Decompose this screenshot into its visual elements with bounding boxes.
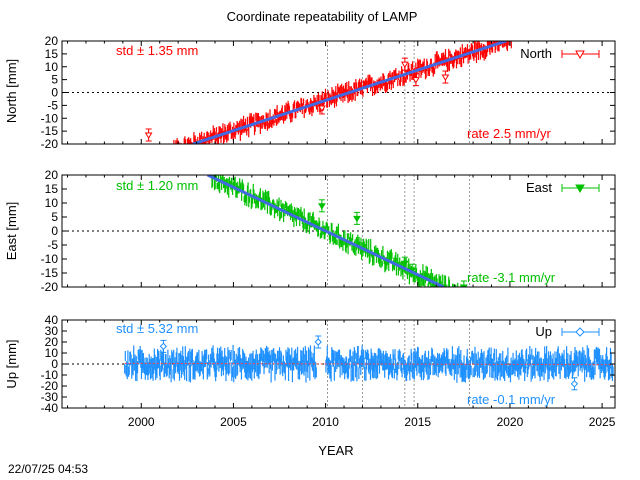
north-outlier-marker [318,105,326,112]
north-y-tick-label: -10 [41,111,59,125]
timestamp: 22/07/25 04:53 [8,462,88,476]
up-y-axis-label: Up [mm] [4,339,19,388]
east-legend-marker [561,184,600,194]
up-std-label: std ± 5.32 mm [116,321,198,336]
north-legend-marker [561,50,600,60]
east-plot-content [62,174,615,288]
north-outlier-marker [144,132,153,139]
up-y-tick-label: 40 [45,313,59,327]
east-y-tick-label: 20 [45,168,59,182]
up-x-tick-label: 2010 [312,415,339,429]
north-fit-line [192,41,507,144]
north-outlier-marker [400,61,409,69]
north-y-tick-label: -5 [47,98,58,112]
north-outlier-marker [412,77,420,84]
east-y-tick-label: 10 [45,196,59,210]
east-y-tick-label: -10 [41,252,59,266]
up-y-tick-label: -10 [41,368,59,382]
east-rate-label: rate -3.1 mm/yr [467,270,556,285]
up-y-tick-label: 20 [45,335,59,349]
east-fit-line [206,175,445,287]
east-outlier-marker [318,203,326,210]
east-y-tick-label: -15 [41,266,59,280]
north-y-tick-label: 5 [51,73,58,87]
east-y-tick-label: 5 [51,210,58,224]
x-axis-label: YEAR [318,443,353,458]
up-outlier-marker [159,342,168,351]
north-rate-label: rate 2.5 mm/yr [467,126,551,141]
north-outlier-marker [441,74,450,82]
north-legend-label: North [520,46,552,61]
up-plot-content [62,319,615,409]
east-std-label: std ± 1.20 mm [116,178,198,193]
up-y-tick-label: 0 [51,357,58,371]
up-plot-frame [61,319,616,409]
up-x-tick-label: 2005 [220,415,247,429]
east-outlier-marker [400,260,409,268]
up-x-tick-label: 2000 [128,415,155,429]
north-y-tick-label: 10 [45,60,59,74]
east-plot-frame [61,174,616,288]
north-panel: North [mm] std ± 1.35 mm rate 2.5 mm/yr … [4,40,616,145]
east-y-tick-label: 0 [51,224,58,238]
up-outlier-marker [570,380,579,388]
up-x-tick-label: 2025 [589,415,616,429]
north-std-label: std ± 1.35 mm [116,43,198,58]
up-panel: Up [mm] std ± 5.32 mm rate -0.1 mm/yr Up [4,319,616,409]
east-panel: East [mm] std ± 1.20 mm rate -3.1 mm/yr … [4,174,616,288]
up-y-tick-label: 10 [45,346,59,360]
north-y-tick-label: 0 [51,86,58,100]
north-plot-content [62,40,615,145]
up-legend-label: Up [535,324,552,339]
up-legend-marker [561,327,600,337]
up-fit-line [124,362,614,366]
east-legend-label: East [526,180,552,195]
up-x-tick-label: 2015 [404,415,431,429]
up-outlier-marker [314,338,322,346]
up-y-tick-label: 30 [45,324,59,338]
up-clipped [62,320,615,408]
east-y-tick-label: 15 [45,182,59,196]
north-y-tick-label: -15 [41,124,59,138]
north-clipped [62,41,615,144]
up-y-tick-label: -40 [41,401,59,415]
east-outlier-marker [353,215,361,223]
north-y-tick-label: -20 [41,137,59,151]
up-x-tick-label: 2020 [497,415,524,429]
north-y-tick-label: 15 [45,47,59,61]
north-y-tick-label: 20 [45,34,59,48]
east-y-tick-label: -20 [41,280,59,294]
north-y-axis-label: North [mm] [4,59,19,123]
up-y-tick-label: -20 [41,379,59,393]
east-y-axis-label: East [mm] [4,202,19,261]
up-rate-label: rate -0.1 mm/yr [467,392,556,407]
chart-title: Coordinate repeatability of LAMP [227,9,418,24]
east-clipped [62,175,615,287]
north-plot-frame [61,40,616,145]
up-y-tick-label: -30 [41,390,59,404]
east-y-tick-label: -5 [47,238,58,252]
